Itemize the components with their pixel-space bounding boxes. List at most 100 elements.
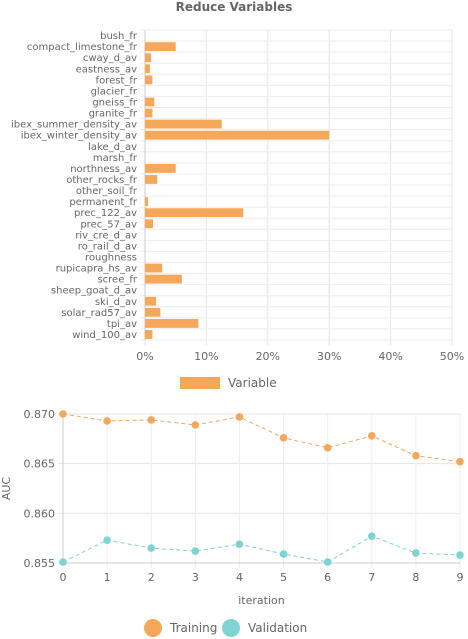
bar <box>145 330 153 339</box>
category-label: wind_100_av <box>72 330 137 341</box>
category-label: ro_rail_d_av <box>78 241 137 252</box>
y-tick-label: 0.865 <box>24 458 56 471</box>
validation-point <box>235 540 244 548</box>
validation-point <box>147 544 156 552</box>
category-label: scree_fr <box>97 275 137 286</box>
x-tick-label: 4 <box>236 571 243 584</box>
x-tick-label: 9 <box>457 571 464 584</box>
category-label: sheep_goat_d_av <box>51 286 137 297</box>
x-tick-label: 2 <box>148 571 155 584</box>
training-point <box>456 457 464 466</box>
category-label: prec_122_av <box>74 208 137 219</box>
legend-label-variable: Variable <box>228 376 277 390</box>
legend-swatch-validation <box>222 619 240 637</box>
y-tick-label: 0.860 <box>24 507 56 520</box>
category-label: cway_d_av <box>83 53 137 64</box>
bar-legend[interactable]: Variable <box>180 376 277 390</box>
bar <box>145 208 244 218</box>
validation-point <box>456 551 464 559</box>
training-point <box>191 421 200 429</box>
category-label: bush_fr <box>100 31 138 42</box>
x-tick-label: 30% <box>317 350 341 363</box>
training-point <box>147 416 156 424</box>
bar <box>145 163 176 173</box>
bar <box>145 64 150 74</box>
category-label: roughness <box>85 252 137 263</box>
category-label: ibex_winter_density_av <box>21 131 137 142</box>
x-tick-label: 50% <box>440 350 464 363</box>
bar <box>145 307 161 317</box>
training-point <box>59 410 67 418</box>
category-label: lake_d_av <box>88 142 137 153</box>
x-tick-label: 40% <box>378 350 402 363</box>
bar <box>145 42 176 52</box>
line-chart: 0.855 0.860 0.865 0.870 0 1 2 3 4 5 6 7 8 9 iteration A… <box>0 408 464 607</box>
training-line <box>62 413 461 463</box>
category-label: ibex_summer_density_av <box>11 120 137 131</box>
x-tick-label: 0 <box>60 571 67 584</box>
bar <box>145 296 157 306</box>
training-point <box>103 417 111 425</box>
validation-point <box>103 536 111 544</box>
category-label: eastness_av <box>76 64 137 75</box>
bar-chart: 0% 10% 20% 30% 40% 50% bush_frcompact_limeston… <box>11 29 464 363</box>
bar <box>145 53 152 63</box>
category-label: glacier_fr <box>91 86 138 97</box>
line-legend-training[interactable]: Training <box>144 619 217 637</box>
validation-point <box>412 549 420 557</box>
category-label: riv_cre_d_av <box>75 230 137 241</box>
bar <box>145 75 153 85</box>
category-label: tpi_av <box>107 319 137 330</box>
validation-point <box>279 550 288 558</box>
bar <box>145 219 153 229</box>
category-label: northness_av <box>70 164 137 175</box>
x-tick-label: 6 <box>324 571 331 584</box>
training-point <box>235 413 244 421</box>
category-label: permanent_fr <box>69 197 138 208</box>
y-tick-label: 0.855 <box>24 557 56 570</box>
legend-swatch-training <box>144 619 162 637</box>
category-label: other_soil_fr <box>76 186 138 197</box>
validation-line <box>62 535 461 563</box>
x-tick-label: 20% <box>256 350 280 363</box>
bar <box>145 318 199 328</box>
y-tick-label: 0.870 <box>24 408 56 421</box>
training-point <box>279 434 288 442</box>
training-point <box>367 432 376 440</box>
legend-label-training: Training <box>170 621 218 635</box>
category-label: granite_fr <box>89 109 138 120</box>
validation-point <box>59 558 67 566</box>
category-label: compact_limestone_fr <box>27 42 138 53</box>
bar <box>145 97 155 107</box>
x-tick-label: 10% <box>194 350 218 363</box>
bar <box>145 263 163 273</box>
category-label: rupicapra_hs_av <box>56 264 137 275</box>
bar <box>145 197 149 207</box>
legend-label-validation: Validation <box>248 621 308 635</box>
category-label: prec_57_av <box>80 219 137 230</box>
category-label: other_rocks_fr <box>66 175 138 186</box>
x-axis-label: iteration <box>238 594 284 607</box>
x-tick-label: 7 <box>368 571 375 584</box>
category-label: forest_fr <box>96 75 138 86</box>
bar <box>145 119 222 129</box>
training-point <box>323 443 332 452</box>
y-axis-label: AUC <box>0 477 13 501</box>
category-label: marsh_fr <box>93 153 138 164</box>
bar <box>145 108 153 118</box>
category-label: ski_d_av <box>95 297 137 308</box>
training-point <box>412 451 420 460</box>
validation-point <box>323 558 332 566</box>
x-tick-label: 1 <box>104 571 111 584</box>
validation-point <box>191 547 200 555</box>
category-label: gneiss_fr <box>92 97 138 108</box>
bar <box>145 274 182 284</box>
x-tick-label: 3 <box>192 571 199 584</box>
x-tick-label: 5 <box>280 571 287 584</box>
line-legend-validation[interactable]: Validation <box>222 619 307 637</box>
bar <box>145 175 158 184</box>
bar <box>145 130 330 140</box>
x-tick-label: 0% <box>136 350 153 363</box>
legend-swatch-variable <box>180 377 220 389</box>
category-label: solar_rad57_av <box>61 308 137 319</box>
